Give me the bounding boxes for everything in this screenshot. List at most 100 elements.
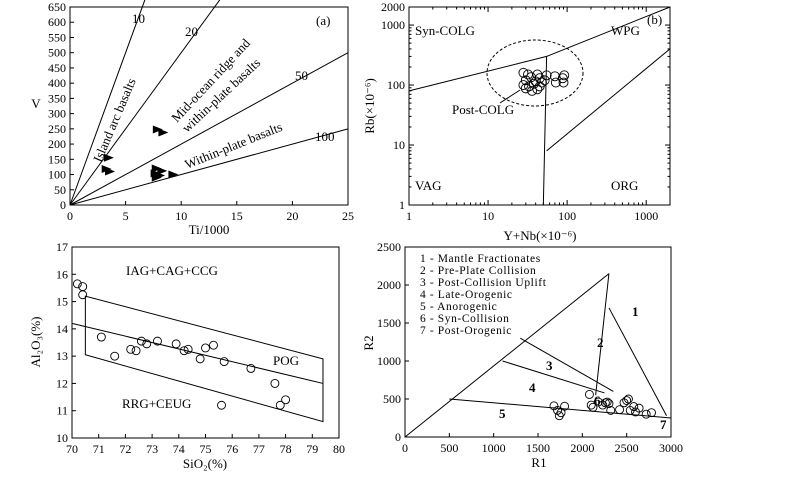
data-point-circle [550, 77, 561, 88]
panel-d-field-5: 5 [499, 406, 506, 421]
data-point-circle [275, 400, 285, 410]
y-tick-label: 2000 [377, 278, 401, 292]
y-tick-label: 650 [48, 0, 66, 14]
panel-b-field-vag: VAG [415, 178, 442, 193]
data-point-circle [195, 354, 205, 364]
x-tick-label: 500 [440, 441, 458, 455]
data-point-triangle [157, 166, 168, 175]
boundary-vag-syncolg [408, 55, 547, 92]
panel-d-field-2: 2 [597, 335, 604, 350]
data-point-circle [183, 344, 193, 354]
data-point-circle [598, 400, 608, 410]
data-point-circle [518, 67, 529, 78]
data-point-circle [219, 357, 229, 367]
panel-b-post-colg-ellipse [486, 39, 584, 107]
data-point-circle [136, 336, 146, 346]
x-tick-label: 0 [67, 209, 73, 223]
data-point-circle [96, 332, 106, 342]
data-point-circle [549, 71, 560, 82]
panel-c: 70 71 72 73 74 75 76 77 78 79 80 10 11 12 13 14 15 16 17 I… [28, 240, 345, 471]
y-tick-label: 13 [56, 349, 68, 363]
data-point-circle [606, 405, 616, 415]
ratio-line [69, 0, 146, 206]
panel-b-points [518, 67, 570, 96]
panel-a-ratio-label-10: 10 [132, 11, 145, 26]
x-tick-label: 76 [226, 442, 238, 456]
panel-c-xlabel: SiO₂(%) [183, 456, 227, 471]
x-tick-label: 1500 [526, 441, 550, 455]
panel-d-legend-item: 5 - Anorogenic [420, 301, 497, 313]
boundary-4 [502, 360, 605, 394]
x-tick-label: 1 [406, 209, 412, 223]
y-tick-label: 300 [48, 107, 66, 121]
panel-d-legend-item: 4 - Late-Orogenic [420, 289, 513, 301]
panel-b-ylabel: Rb(×10⁻⁶) [362, 78, 377, 134]
y-tick-label: 1 [399, 198, 405, 212]
data-point-circle [559, 70, 570, 81]
pog-field-boundary [84, 295, 324, 423]
y-tick-label: 11 [56, 404, 68, 418]
x-tick-label: 2000 [570, 441, 594, 455]
panel-b-field-org: ORG [611, 178, 638, 193]
y-tick-label: 500 [383, 392, 401, 406]
data-point-circle [588, 402, 598, 412]
panel-a-label: (a) [316, 13, 330, 28]
panel-d-xlabel: R1 [531, 455, 546, 470]
panel-b: 1 10 100 1000 1 10 100 1000 2000 (b) Syn-COLG WP… [362, 0, 671, 243]
y-tick-label: 17 [56, 240, 68, 254]
data-point-circle [534, 81, 545, 92]
panel-b-field-wpg: WPG [611, 23, 640, 38]
x-tick-label: 1000 [482, 441, 506, 455]
panel-a-ylabel: V [31, 96, 41, 111]
data-point-triangle [151, 173, 162, 182]
y-tick-label: 15 [56, 295, 68, 309]
panel-d-legend: 1 - Mantle Fractionates 2 - Pre-Plate Co… [420, 253, 546, 337]
data-point-circle [604, 399, 614, 409]
x-tick-label: 74 [173, 442, 185, 456]
x-tick-label: 77 [253, 442, 265, 456]
y-tick-label: 12 [56, 376, 68, 390]
ratio-line [69, 52, 349, 206]
data-point-circle [541, 70, 552, 81]
data-point-circle [520, 83, 531, 94]
panel-a-ratio-lines [69, 0, 349, 206]
data-point-circle [528, 78, 539, 89]
ratio-line [69, 0, 221, 206]
data-point-circle [584, 389, 594, 399]
x-tick-label: 1000 [634, 209, 658, 223]
ratio-line [69, 128, 349, 206]
panel-d-legend-item: 2 - Pre-Plate Collision [420, 265, 536, 277]
data-point-circle [179, 346, 189, 356]
data-point-circle [641, 409, 651, 419]
panel-b-xlabel: Y+Nb(×10⁻⁶) [504, 228, 577, 243]
data-point-circle [623, 394, 633, 404]
panel-d-field-4: 4 [529, 380, 536, 395]
panel-d-legend-item: 7 - Post-Orogenic [420, 325, 512, 337]
panel-d-ticks: 0 500 1000 1500 2000 2500 3000 0 500 1000 1500 2000… [377, 240, 683, 455]
panel-c-field-rrg: RRG+CEUG [122, 396, 191, 411]
data-point-circle [209, 340, 218, 350]
data-point-circle [629, 402, 639, 412]
y-tick-label: 450 [48, 61, 66, 75]
data-point-circle [634, 403, 644, 413]
panel-b-field-post-colg: Post-COLG [452, 102, 514, 117]
panel-c-field-lines [71, 295, 324, 423]
y-tick-label: 10 [393, 138, 405, 152]
data-point-circle [201, 343, 210, 353]
x-tick-label: 25 [342, 209, 354, 223]
y-tick-label: 0 [395, 430, 401, 444]
x-tick-label: 15 [231, 209, 243, 223]
data-point-circle [602, 397, 612, 407]
y-tick-label: 150 [48, 152, 66, 166]
data-point-circle [557, 73, 568, 84]
x-tick-label: 20 [286, 209, 298, 223]
panel-b-field-lines [408, 6, 671, 206]
x-tick-label: 2500 [615, 441, 639, 455]
panel-b-post-colg-pointer [499, 89, 521, 104]
panel-d-points [549, 389, 656, 421]
y-tick-label: 100 [48, 168, 66, 182]
pog-inner-boundary [71, 322, 324, 384]
x-tick-label: 79 [306, 442, 318, 456]
y-tick-label: 1000 [381, 18, 405, 32]
